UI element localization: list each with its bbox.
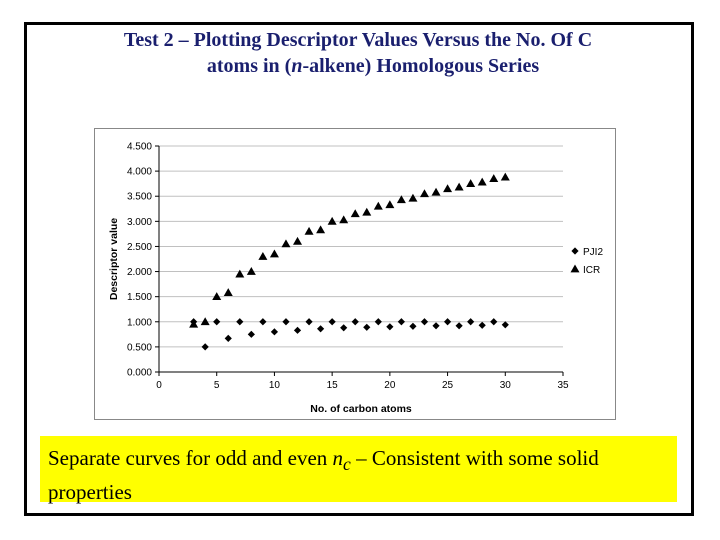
pji2-point [236,318,244,326]
x-tick-label: 20 [384,380,396,391]
y-tick-label: 1.500 [127,292,152,303]
pji2-point [455,322,463,330]
title-line-2-italic: n [291,55,303,77]
y-tick-label: 3.500 [127,192,152,203]
icr-point [443,184,453,193]
title-line-2-post: -alkene) Homologous Series [302,55,540,77]
x-tick-label: 10 [269,380,281,391]
pji2-point [305,318,313,326]
icr-point [408,193,418,202]
icr-point [362,207,372,216]
title-line-2-pre: atoms in ( [206,55,292,77]
scatter-chart: 0.000 0.500 1.000 1.500 2.000 2.500 3.000 3.500… [108,142,603,416]
icr-point [385,200,395,209]
icr-point [269,249,279,258]
x-tick-label: 15 [327,380,339,391]
x-tick-label: 30 [500,380,512,391]
title-line-2: atoms in (n-alkene) Homologous Series [0,53,716,79]
icr-point [454,182,464,191]
note-pre: Separate curves for odd and even [48,446,333,470]
pji2-point [317,325,325,333]
pji2-point [351,318,359,326]
pji2-point [201,343,209,351]
icr-point [327,216,337,225]
pji2-point [247,330,255,338]
y-tick-label: 2.500 [127,242,152,253]
x-tick-label: 25 [442,380,454,391]
pji2-point [213,318,221,326]
slide-title: Test 2 – Plotting Descriptor Values Vers… [0,27,716,79]
icr-point [293,236,303,245]
icr-point [419,189,429,198]
pji2-point [478,321,486,329]
y-tick-label: 1.000 [127,317,152,328]
pji2-point [259,318,267,326]
title-line-1: Test 2 – Plotting Descriptor Values Vers… [123,29,593,51]
x-tick-label: 0 [156,380,162,391]
icr-point [200,317,210,326]
icr-point [489,174,499,183]
icr-point [350,209,360,218]
legend-label-icr: ICR [583,265,600,276]
icr-point [304,226,314,235]
pji2-point [293,326,302,334]
icr-point [396,195,406,204]
pji2-point [490,318,498,326]
icr-point [189,319,199,328]
legend-marker-icr [570,264,580,273]
x-tick-label: 35 [557,380,569,391]
note-box: Separate curves for odd and even nc – Co… [40,436,677,505]
icr-point [223,288,233,297]
y-axis-label: Descriptor value [108,218,120,300]
icr-point [235,269,245,278]
pji2-point [409,322,417,330]
icr-point [500,172,510,181]
pji2-point [374,318,382,326]
pji2-point [386,323,394,331]
y-tick-label: 3.000 [127,217,152,228]
pji2-point [224,334,232,342]
y-tick-label: 0.500 [127,342,152,353]
y-tick-label: 4.000 [127,167,152,178]
x-tick-label: 5 [214,380,220,391]
icr-point [477,177,487,186]
icr-point [316,225,326,234]
x-axis-label: No. of carbon atoms [310,403,412,415]
pji2-point [328,318,336,326]
pji2-point [363,323,371,331]
note-post: – Consistent with some solid properties [48,446,599,505]
icr-point [246,267,256,275]
note-var: n [332,446,344,470]
pji2-point [432,322,440,330]
icr-point [212,292,222,301]
icr-point [373,201,383,210]
y-tick-label: 0.000 [127,368,152,379]
pji2-point [340,324,348,332]
pji2-point [282,318,290,326]
icr-point [258,251,268,260]
y-tick-label: 2.000 [127,267,152,278]
pji2-point [270,328,279,336]
icr-point [431,187,441,196]
icr-point [466,179,476,188]
chart-panel: 0.000 0.500 1.000 1.500 2.000 2.500 3.000 3.500… [94,128,616,420]
icr-point [339,215,349,224]
pji2-point [467,318,475,326]
y-tick-label: 4.500 [127,142,152,153]
pji2-point [443,318,452,326]
legend-marker-pji2 [571,247,579,255]
icr-point [281,239,291,248]
pji2-point [420,318,429,326]
pji2-point [397,318,405,326]
note-sub: c [343,454,351,475]
legend-label-pji2: PJI2 [583,247,603,258]
